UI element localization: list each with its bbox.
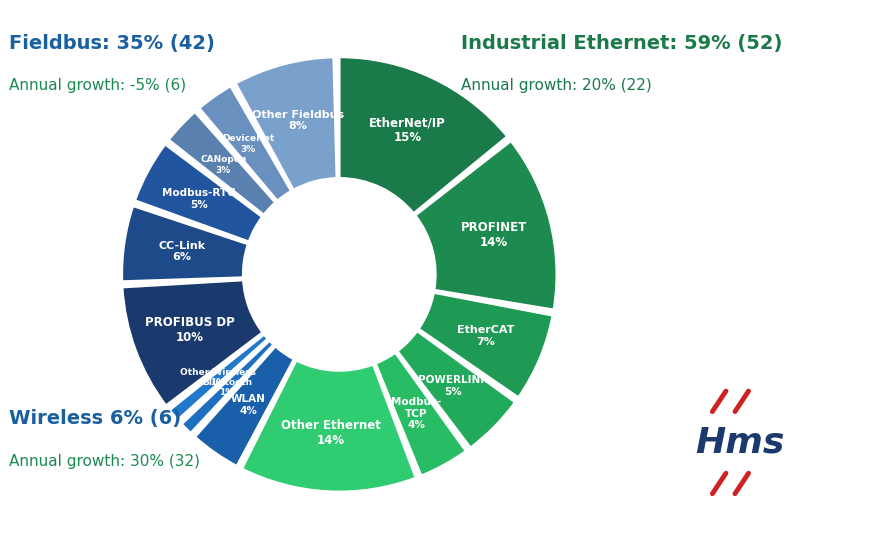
Text: DeviceNet
3%: DeviceNet 3% <box>222 134 274 154</box>
Text: CC-Link
6%: CC-Link 6% <box>158 241 205 262</box>
Text: Other Fieldbus
8%: Other Fieldbus 8% <box>252 110 344 132</box>
Wedge shape <box>397 331 514 448</box>
Wedge shape <box>169 112 275 215</box>
Wedge shape <box>123 280 262 405</box>
Text: Bluetooth
1%: Bluetooth 1% <box>202 377 252 397</box>
Wedge shape <box>135 144 262 242</box>
Wedge shape <box>339 57 507 213</box>
Text: Other Wireless
1%: Other Wireless 1% <box>180 368 255 387</box>
Text: Annual growth: 30% (32): Annual growth: 30% (32) <box>9 454 200 469</box>
Text: Modbus-RTU
5%: Modbus-RTU 5% <box>163 188 235 209</box>
Text: CANopen
3%: CANopen 3% <box>200 156 247 175</box>
Text: PROFIBUS DP
10%: PROFIBUS DP 10% <box>145 315 235 343</box>
Wedge shape <box>169 334 268 420</box>
Text: Wireless 6% (6): Wireless 6% (6) <box>9 409 181 428</box>
Wedge shape <box>415 141 556 310</box>
Text: Annual growth: -5% (6): Annual growth: -5% (6) <box>9 78 186 94</box>
Text: PROFINET
14%: PROFINET 14% <box>460 221 526 249</box>
Wedge shape <box>182 340 273 433</box>
Wedge shape <box>242 360 415 492</box>
Wedge shape <box>418 292 552 398</box>
Text: Hms: Hms <box>694 426 783 459</box>
Wedge shape <box>199 86 291 201</box>
Text: Fieldbus: 35% (42): Fieldbus: 35% (42) <box>9 34 215 53</box>
Text: Industrial Ethernet: 59% (52): Industrial Ethernet: 59% (52) <box>461 34 781 53</box>
Text: WLAN
4%: WLAN 4% <box>230 394 265 416</box>
Text: POWERLINK
5%: POWERLINK 5% <box>417 375 488 396</box>
Text: EtherCAT
7%: EtherCAT 7% <box>457 325 514 347</box>
Text: Modbus-
TCP
4%: Modbus- TCP 4% <box>390 397 441 431</box>
Text: Other Ethernet
14%: Other Ethernet 14% <box>281 419 381 447</box>
Text: Annual growth: 20% (22): Annual growth: 20% (22) <box>461 78 651 94</box>
Wedge shape <box>195 346 294 466</box>
Wedge shape <box>122 206 248 282</box>
Wedge shape <box>235 57 336 190</box>
Wedge shape <box>375 353 466 476</box>
Text: EtherNet/IP
15%: EtherNet/IP 15% <box>368 116 445 144</box>
